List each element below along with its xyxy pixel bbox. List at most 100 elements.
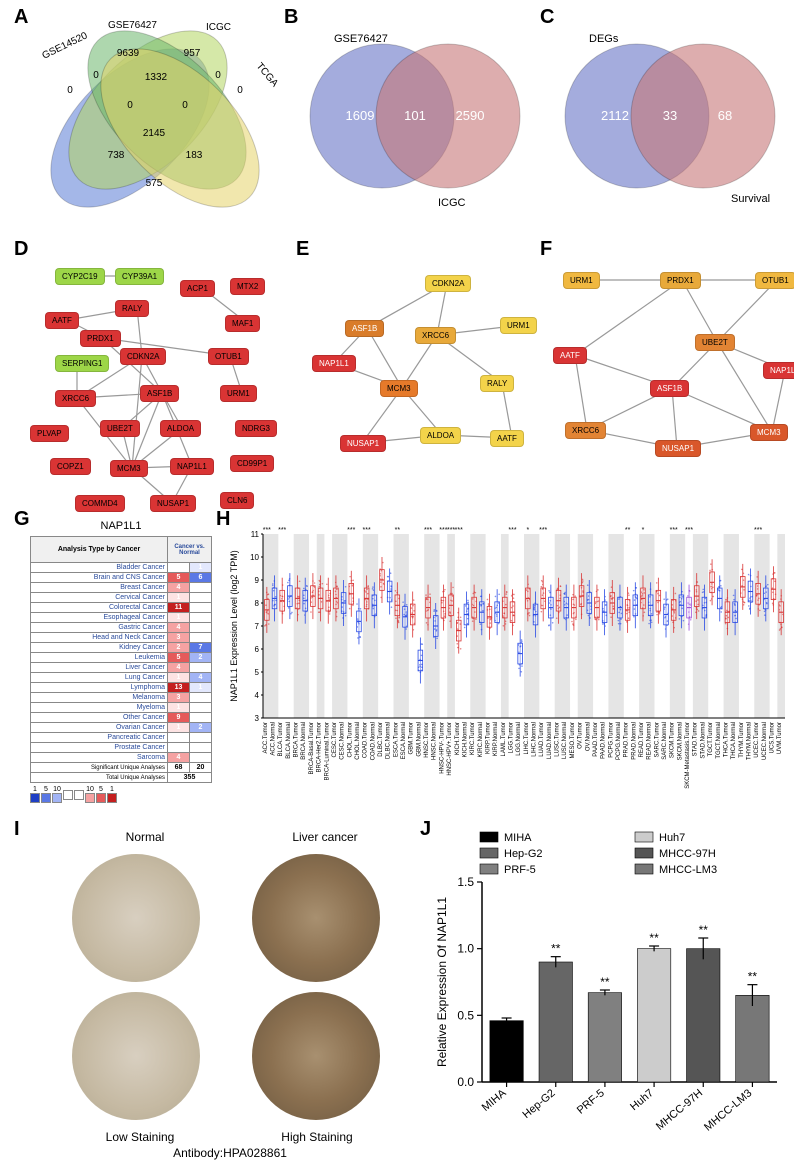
- panel-C-label: C: [540, 6, 554, 29]
- oncomine-table-el: Analysis Type by CancerCancer vs. Normal…: [30, 536, 212, 783]
- svg-text:MESO.Tumor: MESO.Tumor: [570, 722, 576, 758]
- net-node: ASF1B: [140, 385, 179, 402]
- net-node: AATF: [553, 347, 587, 364]
- svg-text:PCPG.Tumor: PCPG.Tumor: [608, 722, 614, 758]
- svg-text:HNSC-HPV-.Tumor: HNSC-HPV-.Tumor: [439, 722, 445, 774]
- net-node: ASF1B: [345, 320, 384, 337]
- svg-text:KIRP.Normal: KIRP.Normal: [493, 722, 499, 756]
- net-node: PRDX1: [660, 272, 701, 289]
- net-node: NAP1L1: [170, 458, 214, 475]
- svg-text:ICGC: ICGC: [438, 197, 466, 209]
- svg-text:GBM.Tumor: GBM.Tumor: [409, 722, 415, 754]
- svg-text:ACC.Normal: ACC.Normal: [271, 722, 277, 756]
- net-node: NDRG3: [235, 420, 277, 437]
- svg-text:MHCC-LM3: MHCC-LM3: [659, 864, 717, 876]
- svg-text:NAP1L1 Expression Level (log2: NAP1L1 Expression Level (log2 TPM): [229, 550, 239, 701]
- histo-cancer-2: [252, 992, 380, 1120]
- histo-cancer-1: [252, 854, 380, 982]
- panel-D-label: D: [14, 238, 28, 261]
- net-node: PRDX1: [80, 330, 121, 347]
- svg-text:MIHA: MIHA: [480, 1087, 509, 1114]
- svg-text:LGG.Tumor: LGG.Tumor: [508, 722, 514, 753]
- net-node: MTX2: [230, 278, 265, 295]
- svg-text:**: **: [395, 527, 401, 534]
- net-node: MAF1: [225, 315, 260, 332]
- svg-text:SARC.Tumor: SARC.Tumor: [654, 722, 660, 757]
- svg-text:THYM.Normal: THYM.Normal: [746, 722, 752, 760]
- net-node: NUSAP1: [150, 495, 196, 512]
- svg-text:11: 11: [251, 530, 260, 539]
- net-node: URM1: [563, 272, 600, 289]
- svg-text:MIHA: MIHA: [504, 832, 532, 844]
- net-node: ALDOA: [420, 427, 461, 444]
- net-node: XRCC6: [415, 327, 456, 344]
- svg-text:SKCM.Tumor: SKCM.Tumor: [670, 722, 676, 758]
- svg-text:LUSC.Tumor: LUSC.Tumor: [555, 722, 561, 757]
- svg-text:UCEC.Tumor: UCEC.Tumor: [754, 722, 760, 758]
- svg-text:DEGs: DEGs: [589, 33, 619, 45]
- svg-text:***: ***: [670, 527, 678, 534]
- net-node: XRCC6: [55, 390, 96, 407]
- net-node: NAP1L1: [312, 355, 356, 372]
- svg-text:PRF-5: PRF-5: [575, 1087, 607, 1117]
- svg-text:0: 0: [182, 100, 188, 111]
- svg-text:ACC.Tumor: ACC.Tumor: [263, 722, 269, 753]
- svg-text:Hep-G2: Hep-G2: [520, 1087, 557, 1121]
- svg-text:***: ***: [685, 527, 693, 534]
- net-node: XRCC6: [565, 422, 606, 439]
- net-node: URM1: [220, 385, 257, 402]
- net-node: RALY: [115, 300, 149, 317]
- svg-text:MHCC-97H: MHCC-97H: [654, 1087, 705, 1133]
- svg-text:1609: 1609: [346, 108, 375, 123]
- net-node: UBE2T: [695, 334, 735, 351]
- svg-text:*: *: [526, 527, 529, 534]
- svg-text:PRAD.Normal: PRAD.Normal: [631, 722, 637, 760]
- svg-text:Huh7: Huh7: [659, 832, 685, 844]
- svg-text:2590: 2590: [456, 108, 485, 123]
- svg-text:Relative Expression Of NAP1L1: Relative Expression Of NAP1L1: [435, 897, 449, 1067]
- svg-text:GSE76427: GSE76427: [108, 20, 157, 31]
- svg-text:SKCM-Metastasis.Tumor: SKCM-Metastasis.Tumor: [685, 722, 691, 789]
- svg-text:**: **: [649, 931, 659, 945]
- svg-text:***: ***: [539, 527, 547, 534]
- svg-text:BRCA-Her2.Tumor: BRCA-Her2.Tumor: [317, 722, 323, 772]
- svg-text:0: 0: [215, 70, 221, 81]
- net-node: SERPING1: [55, 355, 109, 372]
- network-D: CYP2C19CYP39A1ACP1MTX2RALYAATFPRDX1MAF1S…: [20, 260, 280, 515]
- svg-text:CHOL.Normal: CHOL.Normal: [355, 722, 361, 760]
- svg-text:UCS.Tumor: UCS.Tumor: [769, 722, 775, 753]
- svg-text:PRF-5: PRF-5: [504, 864, 536, 876]
- net-node: MCM3: [750, 424, 788, 441]
- svg-text:LIHC.Normal: LIHC.Normal: [532, 722, 538, 757]
- svg-text:KIRC.Tumor: KIRC.Tumor: [470, 722, 476, 755]
- svg-text:KICH.Normal: KICH.Normal: [462, 722, 468, 757]
- svg-text:68: 68: [718, 108, 732, 123]
- net-node: CD99P1: [230, 455, 274, 472]
- svg-text:KICH.Tumor: KICH.Tumor: [455, 722, 461, 755]
- svg-text:8: 8: [255, 599, 260, 608]
- net-node: CYP39A1: [115, 268, 164, 285]
- svg-text:GSE14520: GSE14520: [40, 30, 89, 62]
- svg-text:6: 6: [255, 645, 260, 654]
- svg-text:0: 0: [127, 100, 133, 111]
- svg-text:4: 4: [255, 691, 260, 700]
- svg-text:OV.Normal: OV.Normal: [585, 722, 591, 751]
- svg-text:738: 738: [108, 150, 125, 161]
- panel-F-label: F: [540, 238, 552, 261]
- svg-text:7: 7: [255, 622, 260, 631]
- venn-C: DEGsSurvival21126833: [555, 20, 785, 210]
- net-node: OTUB1: [755, 272, 794, 289]
- histo-normal-1: [72, 854, 200, 982]
- svg-text:575: 575: [146, 178, 163, 189]
- svg-text:***: ***: [347, 527, 355, 534]
- svg-text:0: 0: [67, 85, 73, 96]
- svg-text:ICGC: ICGC: [206, 22, 231, 33]
- svg-text:KIRP.Tumor: KIRP.Tumor: [485, 722, 491, 754]
- svg-text:GSE76427: GSE76427: [334, 33, 388, 45]
- svg-text:2112: 2112: [601, 108, 629, 123]
- svg-text:CHOL.Tumor: CHOL.Tumor: [347, 722, 353, 757]
- svg-text:COAD.Normal: COAD.Normal: [370, 722, 376, 760]
- svg-text:183: 183: [186, 150, 203, 161]
- net-node: COMMD4: [75, 495, 125, 512]
- svg-text:TCGA: TCGA: [254, 61, 280, 90]
